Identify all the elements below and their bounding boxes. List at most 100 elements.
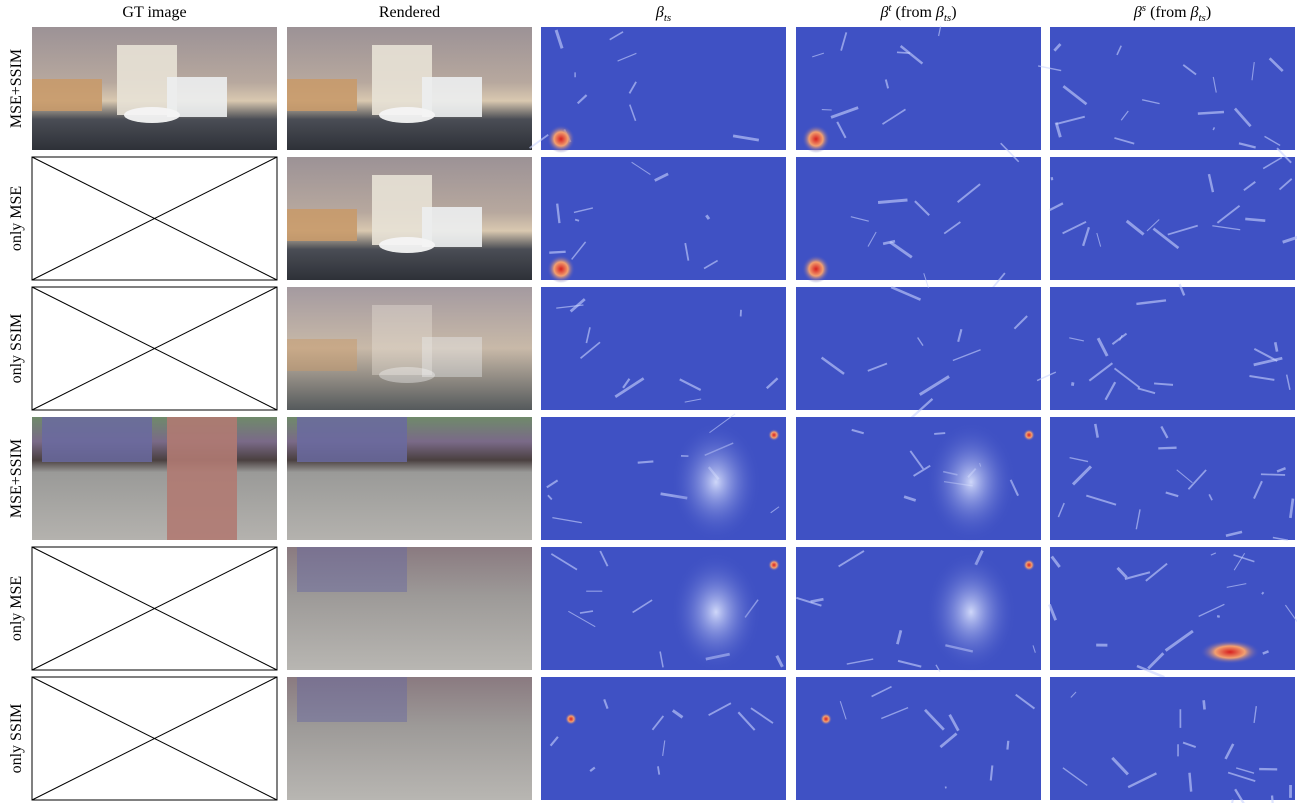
heatmap: [1050, 27, 1295, 150]
drawer: [32, 79, 102, 111]
header-part: β: [655, 4, 664, 21]
image-cell: [796, 273, 1041, 418]
map-streak: [1262, 593, 1263, 594]
map-streak: [575, 220, 579, 221]
image-cell: [796, 547, 1041, 672]
glow: [926, 422, 1016, 542]
image-cell: [287, 677, 532, 800]
image-cell: [541, 547, 786, 672]
image-cell: [1038, 27, 1295, 150]
hot-spot: [1023, 429, 1035, 441]
map-streak: [1272, 796, 1273, 803]
table: [379, 237, 435, 253]
header-part: ts: [1198, 12, 1205, 24]
map-streak: [1204, 700, 1205, 709]
map-streak: [1213, 128, 1214, 129]
image-cell: [1049, 547, 1297, 677]
image-cell: [541, 287, 786, 410]
hot-spot: [1200, 640, 1260, 664]
image-cell: [32, 287, 277, 410]
image-cell: [541, 677, 786, 800]
hot-spot: [820, 713, 832, 725]
header-part: Rendered: [379, 4, 440, 21]
heatmap: [796, 27, 1041, 150]
page: {"columns": [ {"parts": [{"text": "GT im…: [0, 0, 1297, 803]
drawer: [287, 209, 357, 241]
map-streak: [1158, 448, 1176, 449]
image-cell: [1050, 148, 1297, 280]
map-streak: [1261, 474, 1285, 475]
arcade: [297, 417, 407, 462]
header-part: β: [935, 4, 944, 21]
table: [379, 107, 435, 123]
row-label: MSE+SSIM: [8, 439, 25, 518]
map-streak: [549, 252, 565, 253]
drawer: [287, 79, 357, 111]
map-streak: [1275, 342, 1277, 351]
header-part: (from: [891, 4, 935, 21]
figure: GT imageRenderedβtsβt (from βts)βs (from…: [0, 0, 1297, 803]
image-cell: [1050, 417, 1295, 540]
arcade: [297, 677, 407, 722]
heatmap: [1050, 157, 1295, 280]
heatmap: [541, 677, 786, 800]
column-header: βt (from βts): [879, 2, 956, 24]
image-cell: [32, 547, 277, 670]
map-streak: [934, 433, 945, 434]
arcade: [42, 417, 152, 462]
row-label: only MSE: [8, 186, 25, 251]
map-streak: [1198, 112, 1224, 114]
image-cell: [32, 677, 277, 800]
glow: [926, 552, 1016, 672]
image-cell: [541, 414, 786, 542]
hot-spot: [802, 125, 830, 153]
table: [379, 367, 435, 383]
image-cell: [1037, 284, 1295, 410]
map-streak: [1052, 177, 1053, 180]
header-part: (from: [1146, 4, 1190, 21]
map-streak: [1007, 741, 1008, 750]
image-cell: [796, 26, 1041, 153]
glow: [671, 422, 761, 542]
row-label: MSE+SSIM: [8, 49, 25, 128]
image-cell: [287, 27, 532, 150]
map-streak: [1072, 382, 1073, 385]
row-label: only MSE: [8, 576, 25, 641]
column-header: GT image: [122, 4, 186, 21]
glow: [671, 552, 761, 672]
hot-spot: [565, 713, 577, 725]
arcade: [297, 547, 407, 592]
column-header: βts: [655, 4, 671, 24]
image-grid: [32, 26, 1297, 803]
heatmap: [796, 287, 1041, 410]
header-part: ts: [664, 12, 671, 24]
header-part: β: [1133, 4, 1142, 21]
header-part: ): [1206, 4, 1211, 21]
column-header: βs (from βts): [1133, 2, 1211, 24]
drawer: [287, 339, 357, 371]
image-cell: [541, 157, 786, 283]
heatmap: [796, 157, 1041, 280]
heatmap: [541, 27, 786, 150]
image-cell: [32, 417, 277, 540]
map-streak: [1245, 219, 1265, 221]
image-cell: [796, 417, 1041, 542]
header-part: β: [879, 4, 888, 21]
heatmap: [1050, 677, 1295, 800]
heatmap: [1050, 417, 1295, 540]
hot-spot: [547, 125, 575, 153]
table: [124, 107, 180, 123]
hot-spot: [1023, 559, 1035, 571]
image-cell: [32, 27, 277, 150]
image-cell: [32, 157, 277, 280]
header-part: ts: [944, 12, 951, 24]
header-part: β: [1190, 4, 1199, 21]
header-part: ): [951, 4, 956, 21]
row-label: only SSIM: [8, 314, 25, 384]
image-cell: [287, 287, 532, 410]
hot-spot: [547, 255, 575, 283]
column-header: Rendered: [379, 4, 440, 21]
heatmap: [1050, 287, 1295, 410]
map-streak: [638, 461, 654, 462]
heatmap: [796, 677, 1041, 800]
